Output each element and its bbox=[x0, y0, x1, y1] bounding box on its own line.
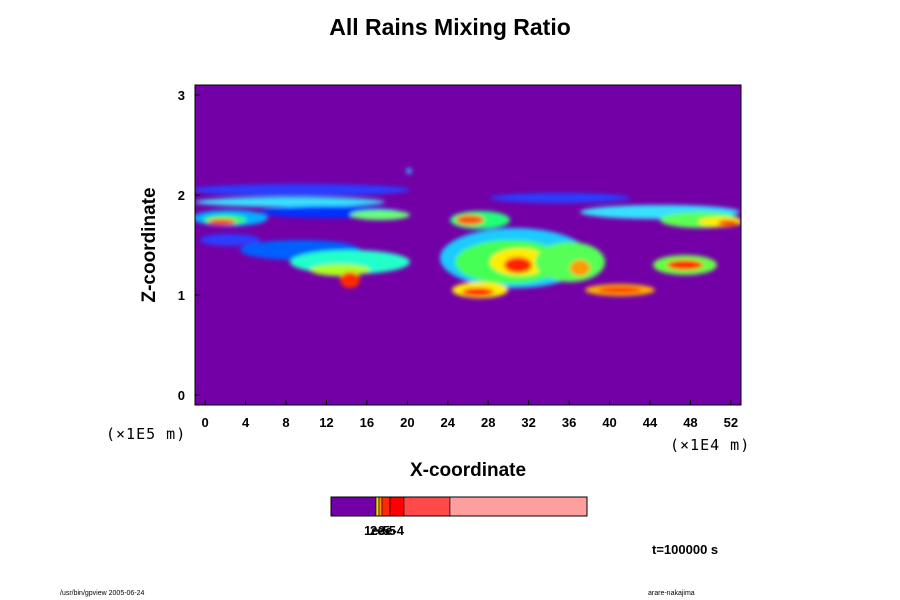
x-tick-label: 16 bbox=[360, 415, 374, 430]
y-scale-note: (×1E5 m) bbox=[106, 425, 187, 443]
colorbar-segment bbox=[375, 496, 380, 517]
footer-left: /usr/bin/gpview 2005-06-24 bbox=[60, 590, 145, 597]
x-tick-label: 12 bbox=[319, 415, 333, 430]
colorbar-frame bbox=[330, 496, 588, 517]
colorbar-segment bbox=[449, 496, 588, 517]
x-scale-note: (×1E4 m) bbox=[670, 436, 751, 454]
x-axis-label: X-coordinate bbox=[409, 460, 527, 481]
x-tick-label: 28 bbox=[481, 415, 495, 430]
time-label: t=100000 s bbox=[652, 542, 719, 557]
colorbar bbox=[330, 496, 588, 517]
colorbar-label-1: 1e-5 bbox=[364, 523, 391, 538]
y-ticks: 0 1 2 3 bbox=[178, 88, 200, 403]
y-tick-label: 2 bbox=[178, 188, 185, 203]
x-tick-label: 24 bbox=[441, 415, 456, 430]
colorbar-segment bbox=[378, 496, 383, 517]
y-axis-label: Z-coordinate bbox=[139, 187, 160, 303]
x-tick-label: 0 bbox=[201, 415, 208, 430]
x-tick-label: 52 bbox=[724, 415, 738, 430]
colorbar-segment bbox=[330, 496, 377, 517]
footer-right: arare-nakajima bbox=[648, 590, 695, 597]
x-tick-label: 32 bbox=[521, 415, 535, 430]
x-ticks: 0 4 8 12 16 20 24 28 32 36 40 44 48 52 bbox=[201, 400, 738, 430]
x-tick-label: 48 bbox=[683, 415, 697, 430]
colorbar-label-2: 2e-5 bbox=[370, 523, 397, 538]
colorbar-segment bbox=[389, 496, 405, 517]
colorbar-segment bbox=[403, 496, 451, 517]
y-tick-label: 3 bbox=[178, 88, 185, 103]
colorbar-label-3: 3e-4 bbox=[378, 523, 405, 538]
x-tick-label: 4 bbox=[242, 415, 250, 430]
x-tick-label: 40 bbox=[602, 415, 616, 430]
colorbar-segment bbox=[381, 496, 391, 517]
x-tick-label: 8 bbox=[282, 415, 289, 430]
chart-title: All Rains Mixing Ratio bbox=[329, 14, 571, 40]
plot-frame bbox=[194, 84, 742, 406]
rain-field bbox=[195, 168, 741, 298]
x-tick-label: 20 bbox=[400, 415, 414, 430]
x-tick-label: 44 bbox=[643, 415, 658, 430]
y-tick-label: 0 bbox=[178, 388, 185, 403]
y-tick-label: 1 bbox=[178, 288, 185, 303]
x-tick-label: 36 bbox=[562, 415, 576, 430]
